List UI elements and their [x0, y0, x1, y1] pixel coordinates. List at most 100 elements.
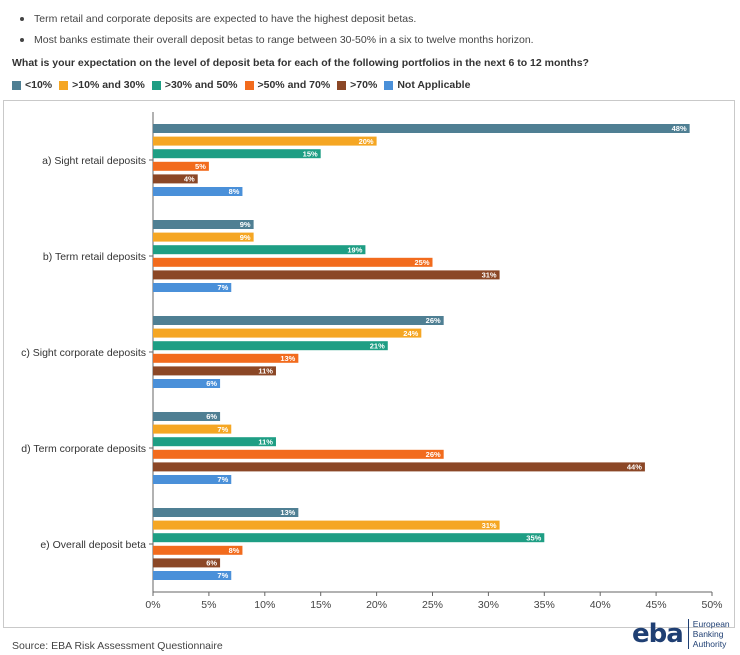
category-label: a) Sight retail deposits [42, 155, 146, 167]
bar [153, 558, 221, 568]
x-tick-label: 45% [646, 599, 667, 611]
bullet-list: Term retail and corporate deposits are e… [12, 8, 732, 50]
category-label: e) Overall deposit beta [40, 539, 146, 551]
bar-value-label: 6% [206, 379, 217, 388]
bar [153, 149, 321, 159]
source-note: Source: EBA Risk Assessment Questionnair… [12, 640, 223, 652]
bar-value-label: 4% [184, 175, 195, 184]
chart-frame [3, 100, 735, 628]
legend-label: >70% [350, 79, 378, 91]
bar [153, 571, 232, 580]
x-tick-label: 5% [201, 599, 216, 611]
bullet-dot-icon [20, 37, 24, 42]
x-tick-label: 0% [145, 599, 160, 611]
legend-item[interactable]: >50% and 70% [244, 79, 331, 91]
legend-label: >10% and 30% [72, 79, 145, 91]
bar-value-label: 48% [672, 124, 687, 133]
bar-value-label: 7% [217, 283, 228, 292]
x-tick-label: 35% [534, 599, 555, 611]
eba-logo: eba European Banking Authority [632, 619, 730, 649]
bar [153, 257, 433, 267]
bar-value-label: 7% [217, 571, 228, 580]
bar-value-label: 44% [627, 463, 642, 472]
logo-mark: eba [632, 619, 684, 649]
bar [153, 245, 366, 255]
bar [153, 174, 198, 184]
bar-value-label: 31% [482, 271, 497, 280]
bar-value-label: 11% [258, 367, 273, 376]
bar [153, 316, 444, 325]
legend-label: <10% [25, 79, 53, 91]
legend-item[interactable]: >10% and 30% [59, 79, 145, 91]
bar [153, 437, 276, 447]
legend-label: >50% and 70% [257, 79, 331, 91]
bar [153, 341, 388, 351]
legend-swatch [12, 80, 21, 90]
logo-line: Authority [692, 639, 727, 649]
bar-value-label: 21% [370, 341, 385, 350]
bar [153, 366, 276, 376]
legend-swatch [384, 80, 394, 90]
bar [153, 283, 232, 292]
bar-value-label: 35% [526, 533, 541, 542]
bar-value-label: 15% [303, 149, 318, 158]
x-tick-label: 40% [590, 599, 611, 611]
bar [153, 424, 232, 434]
bar-value-label: 9% [240, 233, 251, 242]
bar-value-label: 19% [347, 245, 362, 254]
legend-item[interactable]: <10% [12, 79, 52, 91]
bar-value-label: 24% [403, 329, 418, 338]
bar-value-label: 7% [217, 425, 228, 434]
bar-value-label: 8% [229, 546, 240, 555]
bar [153, 328, 422, 338]
legend-swatch [151, 80, 161, 90]
bar-value-label: 26% [426, 450, 441, 459]
legend-item[interactable]: >30% and 50% [151, 79, 238, 91]
bar [153, 353, 299, 363]
legend-label: >30% and 50% [164, 79, 238, 91]
bar [153, 187, 243, 196]
legend-item[interactable]: >70% [337, 79, 377, 91]
category-label: c) Sight corporate deposits [21, 347, 146, 359]
bar-value-label: 6% [206, 559, 217, 568]
bar-value-label: 8% [229, 187, 240, 196]
x-tick-label: 50% [701, 599, 722, 611]
logo-text: European Banking Authority [687, 619, 730, 649]
bar-value-label: 25% [414, 258, 429, 267]
bar [153, 232, 254, 242]
x-tick-label: 25% [422, 599, 443, 611]
bar-value-label: 13% [280, 508, 295, 517]
category-label: b) Term retail deposits [43, 251, 146, 263]
bar [153, 124, 690, 133]
x-tick-label: 10% [254, 599, 275, 611]
bullet-item: Most banks estimate their overall deposi… [12, 29, 732, 50]
bar-value-label: 26% [426, 316, 441, 325]
bar [153, 220, 254, 229]
bullet-text: Term retail and corporate deposits are e… [34, 12, 417, 25]
x-tick-label: 30% [478, 599, 499, 611]
bar [153, 379, 221, 388]
bar-value-label: 20% [359, 137, 374, 146]
bar [153, 533, 545, 543]
bar-value-label: 31% [482, 521, 497, 530]
x-tick-label: 20% [366, 599, 387, 611]
bar-value-label: 11% [258, 437, 273, 446]
bar-value-label: 5% [195, 162, 206, 171]
bar [153, 449, 444, 459]
bar [153, 508, 299, 517]
logo-line: Banking [692, 629, 724, 639]
bullet-text: Most banks estimate their overall deposi… [34, 33, 534, 46]
legend-swatch [244, 80, 254, 90]
logo-line: European [692, 619, 730, 629]
chart-legend: <10% >10% and 30% >30% and 50% >50% and … [12, 79, 477, 91]
bullet-item: Term retail and corporate deposits are e… [12, 8, 732, 29]
bar [153, 161, 209, 171]
bar-value-label: 6% [206, 412, 217, 421]
legend-swatch [59, 80, 69, 90]
category-label: d) Term corporate deposits [21, 443, 146, 455]
legend-item[interactable]: Not Applicable [384, 79, 470, 91]
bar [153, 545, 243, 555]
x-tick-label: 15% [310, 599, 331, 611]
legend-label: Not Applicable [397, 79, 471, 91]
